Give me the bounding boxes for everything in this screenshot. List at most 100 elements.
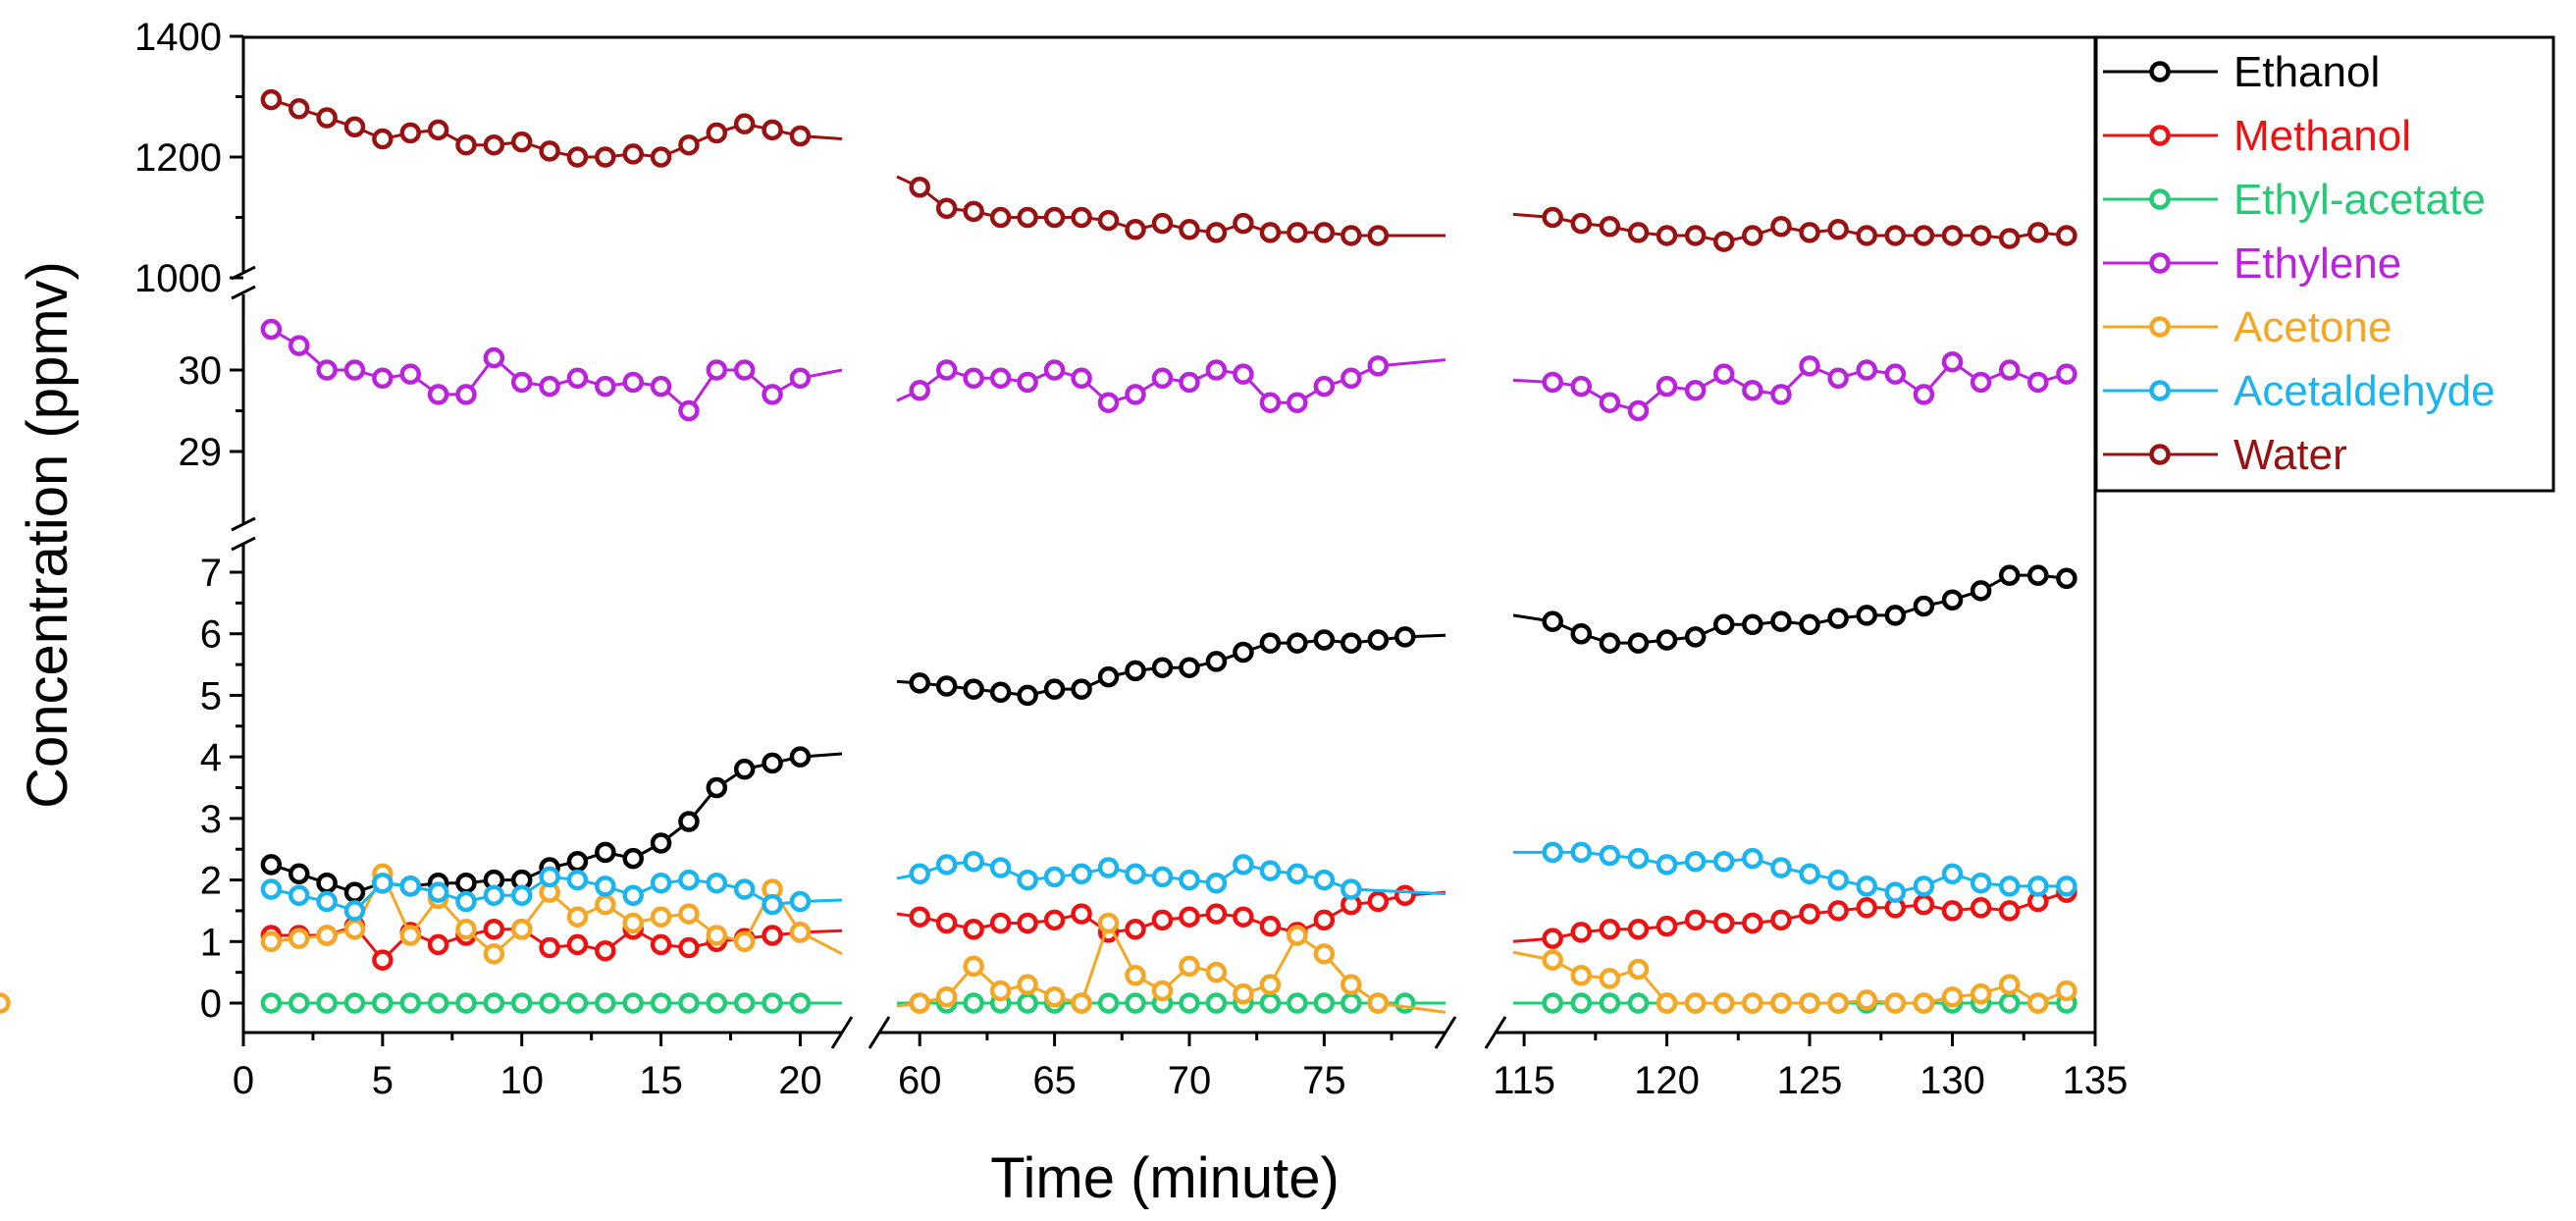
y-tick-label: 0 bbox=[200, 982, 222, 1026]
data-point-acetone bbox=[1884, 992, 1907, 1014]
data-point-acetaldehyde bbox=[1884, 881, 1907, 903]
data-point-acetaldehyde bbox=[1017, 869, 1038, 891]
data-point-ethyl-acetate bbox=[1998, 992, 2021, 1014]
legend-entry-water: Water bbox=[2103, 431, 2347, 479]
data-point-acetaldehyde bbox=[1913, 876, 1935, 897]
data-point-acetaldehyde bbox=[789, 890, 812, 913]
data-point-ethanol bbox=[1233, 641, 1254, 664]
data-point-water bbox=[1713, 231, 1735, 252]
data-point-ethylene bbox=[1125, 384, 1146, 405]
x-tick-label: 15 bbox=[639, 1059, 683, 1102]
data-point-methanol bbox=[989, 912, 1012, 934]
data-point-water bbox=[288, 98, 310, 120]
data-point-acetaldehyde bbox=[483, 884, 505, 906]
data-point-water bbox=[510, 131, 533, 153]
data-point-methanol bbox=[483, 918, 505, 940]
data-point-ethyl-acetate bbox=[343, 992, 366, 1014]
data-point-water bbox=[1684, 225, 1707, 246]
data-point-acetone bbox=[1542, 949, 1563, 971]
legend-marker bbox=[2149, 125, 2171, 146]
series-water bbox=[260, 88, 2077, 252]
axis-break-mark bbox=[867, 1016, 891, 1049]
x-tick-label: 135 bbox=[2063, 1059, 2129, 1102]
data-point-ethylene bbox=[1799, 355, 1820, 377]
data-point-ethyl-acetate bbox=[789, 992, 812, 1014]
data-point-acetaldehyde bbox=[1856, 876, 1877, 897]
data-point-ethanol bbox=[1770, 610, 1792, 632]
data-point-acetaldehyde bbox=[1799, 863, 1820, 885]
data-point-acetaldehyde bbox=[372, 872, 394, 894]
y-tick-label: 7 bbox=[200, 552, 222, 595]
data-point-ethylene bbox=[1341, 367, 1362, 390]
data-point-ethylene bbox=[2056, 363, 2077, 385]
data-point-water bbox=[1341, 225, 1362, 246]
data-point-water bbox=[1125, 219, 1146, 240]
data-point-acetone bbox=[1742, 992, 1763, 1014]
data-point-acetone bbox=[706, 925, 728, 946]
data-point-water bbox=[989, 206, 1012, 229]
data-point-methanol bbox=[1570, 922, 1593, 943]
data-point-acetaldehyde bbox=[1684, 851, 1707, 873]
data-point-acetaldehyde bbox=[1742, 847, 1763, 870]
data-point-acetone bbox=[1856, 989, 1877, 1011]
y-tick-label: 29 bbox=[179, 431, 223, 474]
data-point-acetaldehyde bbox=[1827, 869, 1849, 891]
data-point-acetone bbox=[0, 992, 11, 1014]
data-point-ethylene bbox=[963, 367, 984, 390]
data-point-acetone bbox=[2027, 992, 2049, 1014]
x-tick-label: 70 bbox=[1168, 1059, 1212, 1102]
y-tick-label: 5 bbox=[200, 674, 222, 717]
data-point-ethylene bbox=[1770, 384, 1792, 405]
data-point-acetone bbox=[789, 922, 812, 943]
data-point-ethanol bbox=[1097, 665, 1120, 688]
data-point-ethanol bbox=[1913, 595, 1935, 617]
data-point-ethanol bbox=[595, 841, 616, 864]
data-point-ethylene bbox=[483, 346, 505, 369]
data-point-ethylene bbox=[1151, 367, 1174, 390]
data-point-methanol bbox=[1913, 893, 1935, 916]
data-point-methanol bbox=[1179, 906, 1200, 928]
data-point-water bbox=[1856, 225, 1877, 246]
data-point-water bbox=[733, 113, 756, 134]
data-point-ethanol bbox=[343, 881, 366, 903]
data-point-ethanol bbox=[989, 681, 1012, 704]
data-point-methanol bbox=[1656, 915, 1678, 937]
data-point-ethylene bbox=[1570, 375, 1593, 398]
data-point-acetaldehyde bbox=[316, 890, 338, 913]
data-point-ethanol bbox=[1313, 629, 1336, 651]
data-point-ethyl-acetate bbox=[399, 992, 421, 1014]
data-point-water bbox=[1884, 225, 1907, 246]
data-point-water bbox=[455, 133, 477, 156]
y-tick-label: 1 bbox=[200, 921, 222, 964]
data-point-water bbox=[372, 128, 394, 150]
data-point-acetone bbox=[316, 925, 338, 946]
data-point-ethylene bbox=[595, 375, 616, 398]
data-point-ethylene bbox=[733, 359, 756, 381]
data-point-acetone bbox=[1179, 955, 1200, 978]
legend-entry-acetone: Acetone bbox=[2103, 303, 2392, 351]
data-point-ethanol bbox=[288, 863, 310, 885]
data-point-methanol bbox=[1233, 906, 1254, 928]
data-point-ethylene bbox=[935, 359, 958, 381]
data-point-ethanol bbox=[650, 832, 672, 854]
data-point-ethylene bbox=[1970, 371, 1992, 394]
data-point-ethylene bbox=[1856, 359, 1877, 381]
data-point-methanol bbox=[1970, 897, 1992, 919]
data-point-acetaldehyde bbox=[1599, 844, 1621, 867]
x-tick-label: 120 bbox=[1634, 1059, 1700, 1102]
data-point-water bbox=[1742, 225, 1763, 246]
data-point-ethanol bbox=[1656, 629, 1678, 651]
data-point-acetone bbox=[1287, 925, 1308, 946]
x-tick-label: 10 bbox=[499, 1059, 544, 1102]
data-point-acetaldehyde bbox=[1151, 866, 1174, 888]
data-point-acetone bbox=[1970, 982, 1992, 1005]
x-tick-label: 130 bbox=[1919, 1059, 1985, 1102]
y-tick-label: 1400 bbox=[134, 16, 222, 59]
data-point-ethanol bbox=[2056, 567, 2077, 590]
data-point-ethanol bbox=[566, 851, 589, 873]
axis-break-mark bbox=[1434, 1016, 1457, 1049]
data-point-water bbox=[483, 133, 505, 156]
data-point-ethyl-acetate bbox=[455, 992, 477, 1014]
data-point-ethanol bbox=[1713, 613, 1735, 636]
